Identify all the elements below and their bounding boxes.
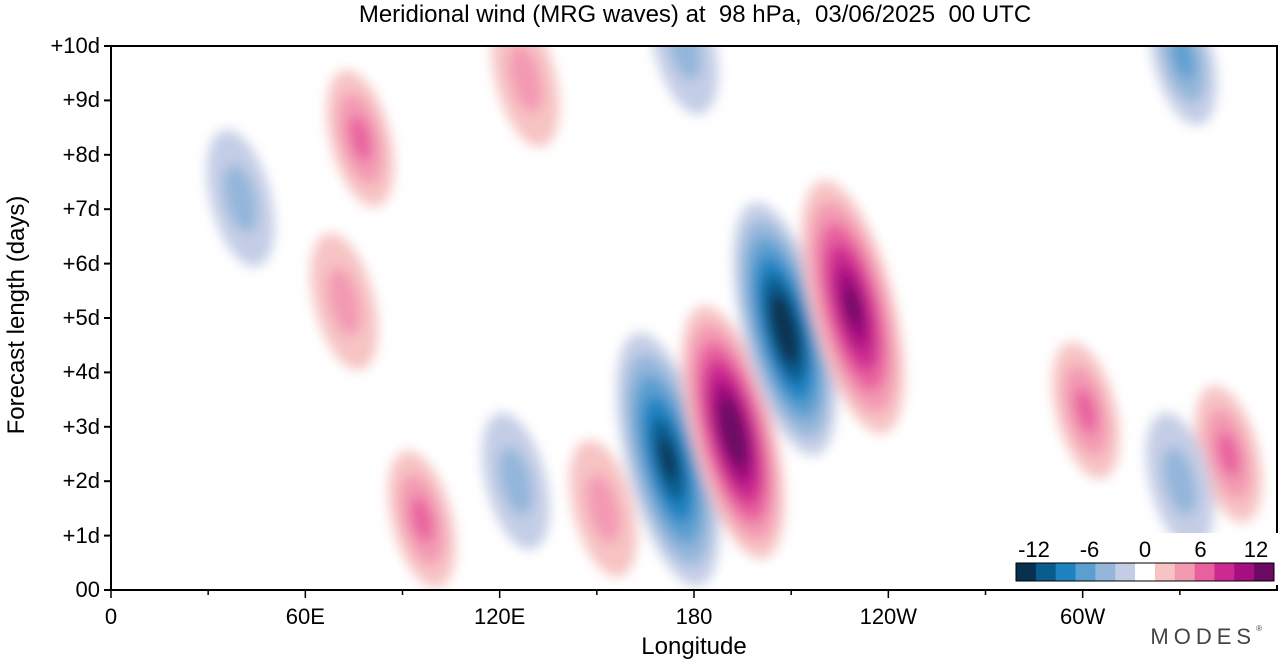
colorbar-swatch (1035, 563, 1057, 581)
contour-level (844, 286, 862, 329)
colorbar-swatch (1214, 563, 1235, 581)
contour-level (1074, 387, 1098, 434)
contour-level (659, 438, 677, 481)
x-tick-label: 60E (285, 604, 325, 629)
wind-anomaly-5 (569, 440, 637, 577)
colorbar-swatch (1194, 563, 1215, 581)
colorbar-swatch (1234, 563, 1255, 581)
contour-level (777, 310, 793, 347)
contour-level (650, 46, 718, 115)
colorbar-swatch (1075, 563, 1096, 581)
y-tick-label: +4d (62, 359, 100, 385)
colorbar-swatch (1016, 563, 1037, 581)
contour-level (725, 414, 741, 451)
y-tick-label: 00 (75, 577, 100, 602)
colorbar-swatch (1055, 563, 1077, 581)
wind-anomaly-6 (482, 412, 550, 550)
contour-level (586, 474, 621, 543)
x-axis-label: Longitude (641, 633, 747, 660)
x-tick-label: 120E (473, 604, 526, 629)
y-tick-label: +5d (62, 305, 100, 330)
modes-logo: MODES® (1150, 624, 1262, 649)
wind-anomaly-2 (733, 202, 837, 456)
contour-level (410, 496, 434, 543)
contour-level (1217, 431, 1240, 477)
y-tick-label: +9d (62, 87, 100, 113)
modes-logo-text: MODES (1150, 624, 1257, 649)
axis-ticks (104, 45, 1181, 598)
wind-anomaly-13 (1146, 412, 1214, 550)
wind-anomaly-10 (1052, 342, 1120, 479)
colorbar-tick-label: 6 (1194, 537, 1207, 562)
y-tick-label: +10d (50, 33, 100, 58)
wind-anomaly-9 (491, 46, 560, 147)
contour-level (1171, 46, 1195, 80)
colorbar (1010, 533, 1280, 585)
colorbar-swatch (1154, 563, 1176, 581)
x-tick-label: 180 (675, 604, 713, 629)
y-tick-label: +7d (62, 196, 100, 222)
colorbar-frame (1015, 562, 1275, 582)
contour-level (349, 115, 372, 162)
contour-level (1162, 447, 1197, 516)
contour-level (327, 267, 362, 336)
y-tick-label: +1d (62, 522, 100, 548)
y-tick-label: +8d (62, 141, 100, 167)
wind-anomaly-8 (326, 70, 395, 207)
y-tick-label: +6d (62, 250, 100, 276)
contour-level (499, 447, 533, 516)
contour-level (508, 46, 543, 113)
colorbar-tick-label: -12 (1018, 537, 1050, 562)
y-tick-label: +3d (62, 413, 100, 439)
y-tick-label: +2d (62, 468, 100, 494)
wind-anomaly-14 (206, 130, 275, 267)
x-tick-label: 0 (104, 604, 118, 629)
contour-level (223, 164, 258, 233)
colorbar-swatch (1135, 563, 1156, 581)
wind-anomaly-0 (616, 332, 720, 586)
x-tick-label: 120W (859, 604, 918, 629)
wind-anomaly-1 (681, 305, 785, 559)
wind-anomaly-4 (388, 450, 456, 588)
wind-anomaly-3 (801, 180, 905, 434)
x-tick-label: 60W (1060, 604, 1106, 629)
colorbar-swatch (1095, 563, 1116, 581)
wind-anomaly-7 (310, 233, 378, 370)
wind-field (206, 46, 1263, 588)
colorbar-swatch (1254, 563, 1275, 581)
colorbar-tick-label: -6 (1079, 537, 1100, 562)
colorbar-tick-label: 12 (1243, 537, 1269, 562)
colorbar-swatch (1174, 563, 1196, 581)
colorbar-swatch (1115, 563, 1136, 581)
colorbar-tick-label: 0 (1138, 537, 1152, 562)
chart-title: Meridional wind (MRG waves) at 98 hPa, 0… (358, 1, 1032, 28)
wind-anomaly-12 (1149, 46, 1217, 126)
